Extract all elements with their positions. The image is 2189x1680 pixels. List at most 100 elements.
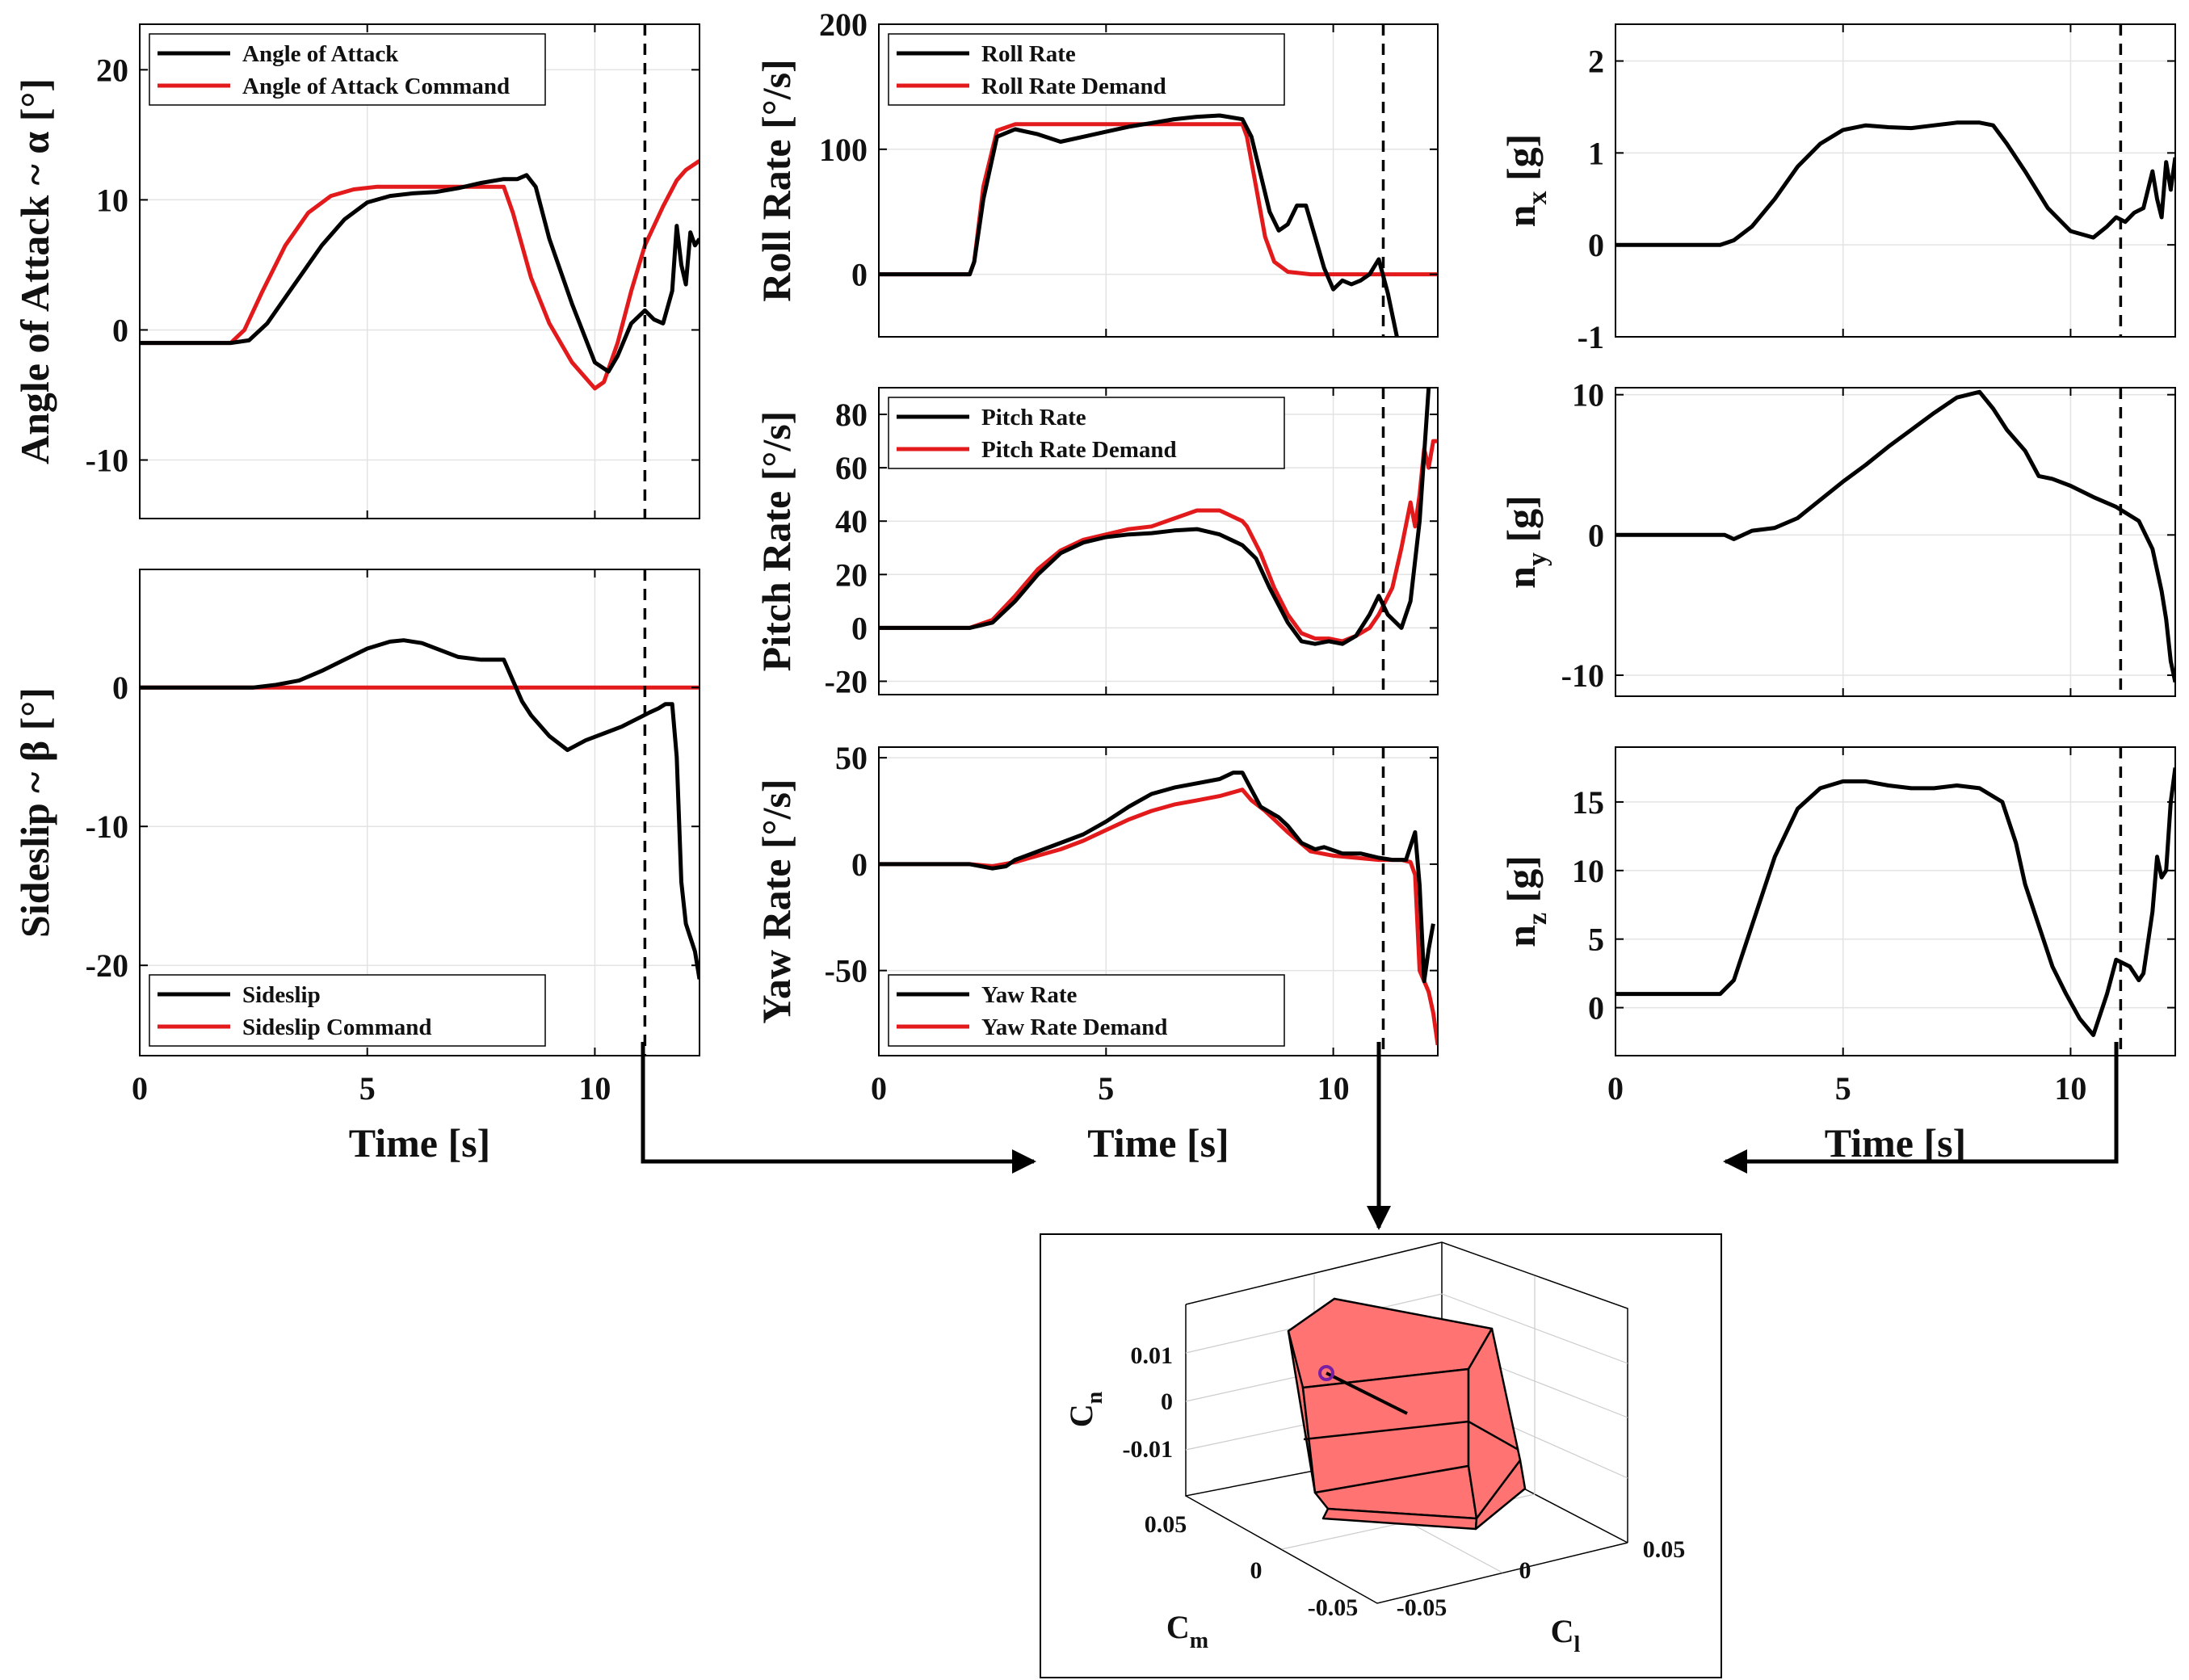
nx-series-0 [1615,120,2175,247]
nz-axes-frame [1615,746,2176,1056]
aoa-legend-label-0: Angle of Attack [242,41,399,67]
cl-tick-0.05: 0.05 [1643,1536,1686,1563]
pitch-ytick-0: 0 [851,610,868,646]
yaw-ylabel: Yaw Rate [°/s] [754,779,799,1023]
aoa-ytick-20: 20 [96,52,128,88]
roll-ylabel: Roll Rate [°/s] [754,59,799,302]
sideslip-xtick-5: 5 [359,1070,376,1107]
moment-3d-chart: 0.01 0 -0.01 Cn 0.05 0 -0.05 Cm -0.05 0 … [1040,1233,1722,1678]
sideslip-series-0 [140,638,700,980]
nz-ylabel: nz [g] [1498,855,1552,947]
aoa-ytick-10: 10 [96,182,128,218]
yaw-ytick-0: 0 [851,846,868,883]
yaw-series-0 [879,771,1435,984]
sideslip-xtick-10: 10 [578,1070,611,1107]
nz-series-0 [1615,767,2175,1037]
sideslip-legend: Sideslip Sideslip Command [149,974,546,1047]
yaw-rate-chart: -50 0 50 0 5 10 Time [s] Yaw Rate [°/s] Yaw Rate… [754,740,1439,1166]
yaw-axes-frame [878,746,1439,1056]
aoa-ytick--10: -10 [86,443,128,479]
yaw-xtick-10: 10 [1317,1070,1350,1107]
roll-axes-frame [878,23,1439,338]
ny-ytick-10: 10 [1572,377,1604,414]
yaw-xtick-0: 0 [871,1070,887,1107]
yaw-legend: Yaw Rate Yaw Rate Demand [888,974,1285,1047]
yaw-legend-label-1: Yaw Rate Demand [981,1014,1167,1040]
nz-ytick-0: 0 [1588,990,1604,1027]
pitch-axes-frame [878,387,1439,695]
pitch-ytick-20: 20 [835,556,868,593]
nx-ytick-2: 2 [1588,44,1604,80]
nx-ytick--1: -1 [1578,319,1604,355]
pitch-ytick-40: 40 [835,503,868,540]
pitch-series-1 [879,439,1438,644]
sideslip-xlabel: Time [s] [349,1120,490,1166]
polytope-face-right [1467,1327,1522,1520]
sideslip-legend-label-1: Sideslip Command [242,1014,431,1040]
aoa-legend: Angle of Attack Angle of Attack Command [149,33,546,106]
roll-ytick-100: 100 [819,132,868,168]
right-connector-arrow [1723,1042,2119,1174]
nz-ytick-5: 5 [1588,922,1604,958]
cl-tick-0: 0 [1519,1557,1531,1584]
roll-legend-label-0: Roll Rate [981,41,1076,67]
pitch-series-0 [879,388,1431,646]
pitch-ytick--20: -20 [825,663,868,699]
nx-plot-area [1615,24,2175,337]
nz-xlabel: Time [s] [1825,1120,1966,1166]
nx-axes-frame [1615,23,2176,338]
cn-tick-neg0.01: -0.01 [1123,1436,1174,1463]
aoa-ytick-0: 0 [112,312,128,348]
yaw-ytick-50: 50 [835,740,868,776]
cm-tick-0: 0 [1250,1557,1263,1584]
ny-ylabel: ny [g] [1498,495,1552,589]
angle-of-attack-chart: -10 0 10 20 Angle of Attack ~ α [°] Angle of … [12,23,700,519]
sideslip-chart: -20 -10 0 0 5 10 Time [s] Sideslip ~ β [°] Sides… [12,569,700,1166]
yaw-xtick-5: 5 [1098,1070,1114,1107]
roll-rate-chart: 0 100 200 Roll Rate [°/s] Roll Rate Roll Rate… [754,6,1439,338]
sideslip-ylabel: Sideslip ~ β [°] [12,687,57,938]
pitch-ylabel: Pitch Rate [°/s] [754,411,799,672]
ny-series-0 [1615,389,2175,683]
nx-ytick-1: 1 [1588,135,1604,171]
pitch-legend-label-1: Pitch Rate Demand [981,437,1177,463]
ny-plot-area [1615,388,2175,696]
nz-plot-area [1615,747,2175,1056]
sideslip-axes-frame [139,569,700,1056]
nx-ytick-0: 0 [1588,227,1604,263]
sideslip-ytick--10: -10 [86,808,128,845]
yaw-legend-label-0: Yaw Rate [981,982,1078,1008]
nx-ylabel: nx [g] [1498,134,1552,228]
moment-demand-vector [1326,1371,1408,1415]
roll-ytick-200: 200 [819,6,868,43]
roll-series-0 [879,113,1399,337]
cn-tick-0.01: 0.01 [1131,1342,1174,1369]
attainable-moment-set [1287,1297,1527,1531]
pitch-legend: Pitch Rate Pitch Rate Demand [888,397,1285,469]
nz-chart: 0 5 10 15 0 5 10 Time [s] nz [g] [1498,746,2176,1166]
nx-chart: -1 0 1 2 nx [g] [1498,23,2176,355]
polytope-inner-edges [1303,1420,1519,1451]
ny-chart: -10 0 10 ny [g] [1498,377,2176,697]
ny-ytick--10: -10 [1561,657,1604,694]
nz-xtick-0: 0 [1607,1070,1624,1107]
yaw-xlabel: Time [s] [1087,1120,1229,1166]
left-connector-arrow [641,1042,1036,1174]
cm-tick-0.05: 0.05 [1145,1511,1187,1538]
pitch-ytick-60: 60 [835,450,868,486]
moment-demand-point [1318,1365,1334,1381]
nz-ytick-10: 10 [1572,853,1604,889]
aoa-series-0 [140,173,700,374]
aoa-axes-frame [139,23,700,519]
roll-ytick-0: 0 [851,257,868,293]
sideslip-ytick-0: 0 [112,670,128,706]
cl-tick-neg0.05: -0.05 [1397,1594,1447,1621]
aoa-ylabel: Angle of Attack ~ α [°] [12,78,57,464]
aoa-series-1 [140,159,700,391]
yaw-series-1 [879,788,1438,1046]
roll-legend-label-1: Roll Rate Demand [981,74,1166,99]
pitch-ytick-80: 80 [835,397,868,433]
cn-tick-0: 0 [1161,1388,1173,1415]
ny-ytick-0: 0 [1588,517,1604,553]
